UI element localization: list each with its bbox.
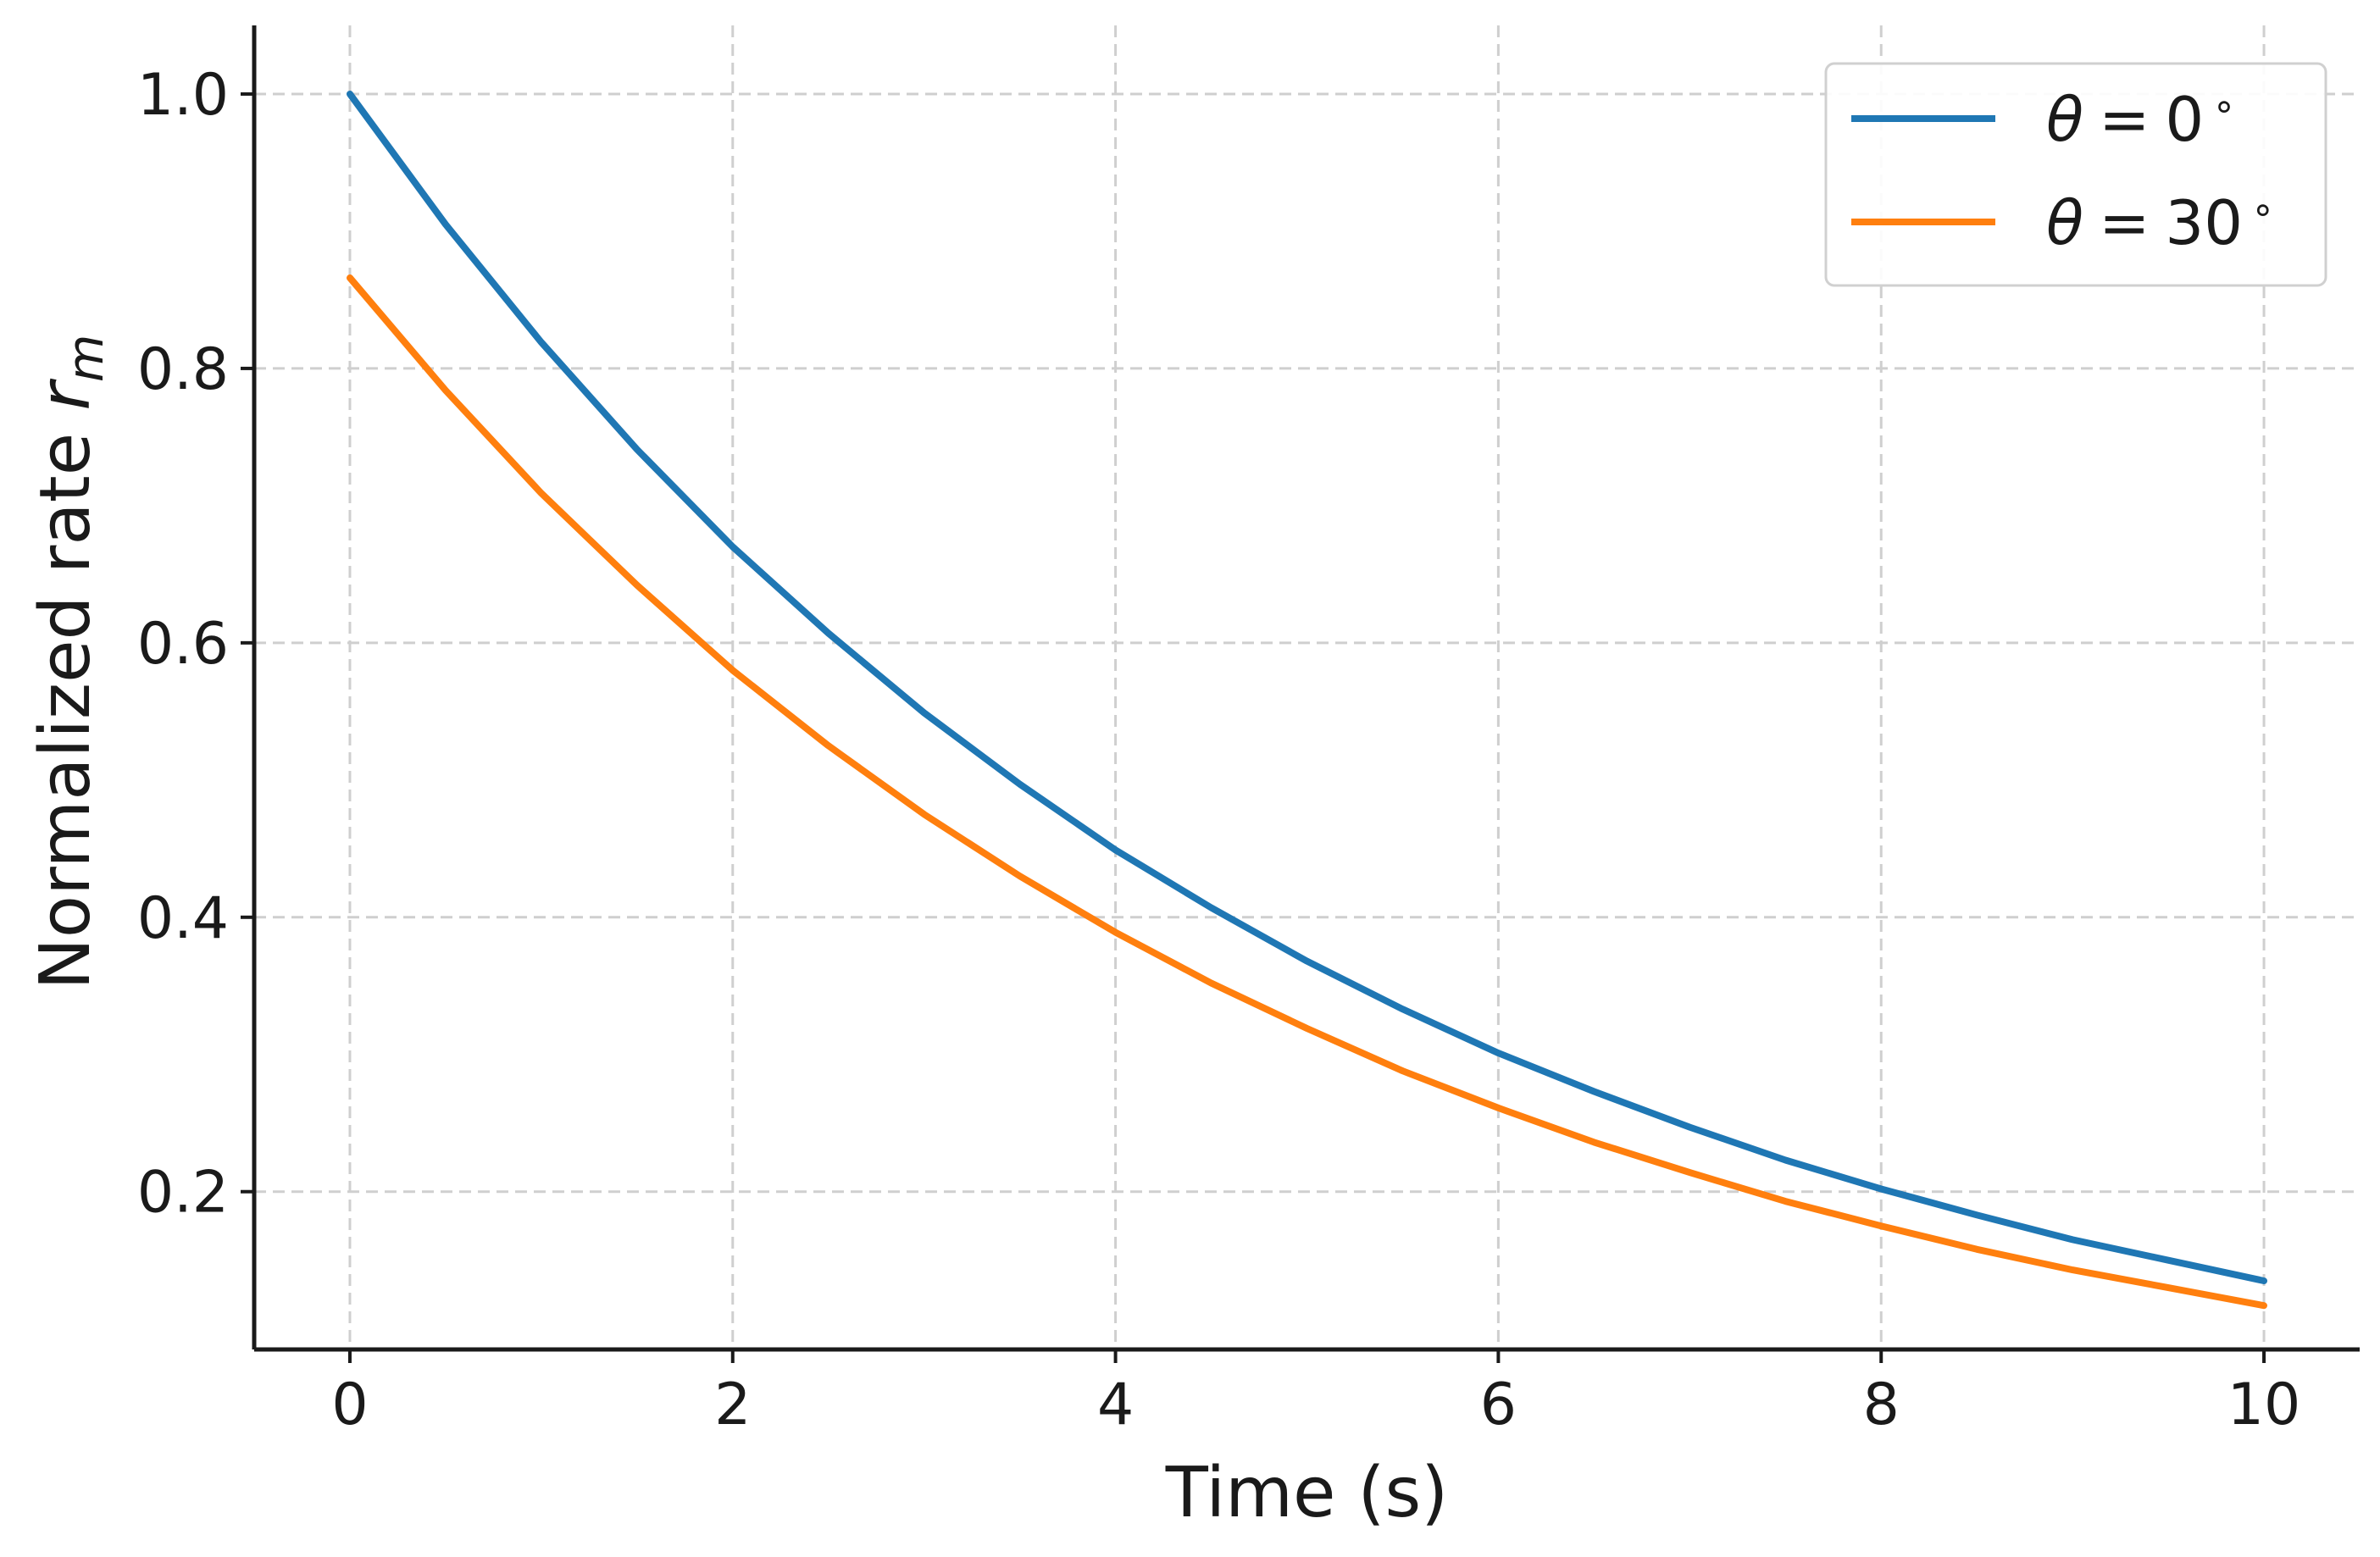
x-axis-ticks: 0 2 4 6 8 10 xyxy=(331,1349,2300,1438)
legend-symbol: θ xyxy=(2046,187,2083,258)
series-line-1 xyxy=(347,274,2267,1310)
x-tick-label: 6 xyxy=(1480,1371,1517,1438)
y-tick-label: 0.4 xyxy=(137,885,229,952)
y-tick-label: 0.2 xyxy=(137,1160,229,1227)
y-tick-label: 0.8 xyxy=(137,336,229,403)
legend-symbol: θ xyxy=(2046,84,2083,155)
y-tick-label: 0.6 xyxy=(137,611,229,678)
x-tick-label: 4 xyxy=(1097,1371,1134,1438)
y-axis-title-main: Normalized rate xyxy=(25,433,106,990)
legend-value: 30 xyxy=(2165,187,2243,258)
y-tick-label: 1.0 xyxy=(137,62,229,129)
y-axis-ticks: 0.2 0.4 0.6 0.8 1.0 xyxy=(137,62,254,1227)
legend-equals: = xyxy=(2099,187,2150,258)
legend-items: θ = 0 ∘θ = 30 ∘ xyxy=(1851,84,2275,258)
legend-label-1: θ = 30 ∘ xyxy=(2046,187,2275,258)
axes xyxy=(252,25,2360,1352)
legend-value: 0 xyxy=(2165,84,2204,155)
legend-label-0: θ = 0 ∘ xyxy=(2046,84,2236,155)
y-axis-title-symbol: r xyxy=(25,379,106,411)
x-tick-label: 8 xyxy=(1863,1371,1900,1438)
x-tick-label: 0 xyxy=(331,1371,368,1438)
legend-degree: ∘ xyxy=(2212,85,2236,128)
x-tick-label: 2 xyxy=(714,1371,751,1438)
grid xyxy=(254,25,2360,1349)
x-axis-title: Time (s) xyxy=(1165,1453,1448,1533)
y-axis-title: Normalized rate rm xyxy=(25,335,114,990)
legend-equals: = xyxy=(2099,84,2150,155)
series-lines xyxy=(347,91,2267,1310)
series-line-0 xyxy=(347,91,2267,1284)
legend-degree: ∘ xyxy=(2251,188,2275,231)
y-axis-title-subscript: m xyxy=(57,335,114,383)
legend: θ = 0 ∘θ = 30 ∘ xyxy=(1824,62,2327,287)
x-tick-label: 10 xyxy=(2227,1371,2301,1438)
